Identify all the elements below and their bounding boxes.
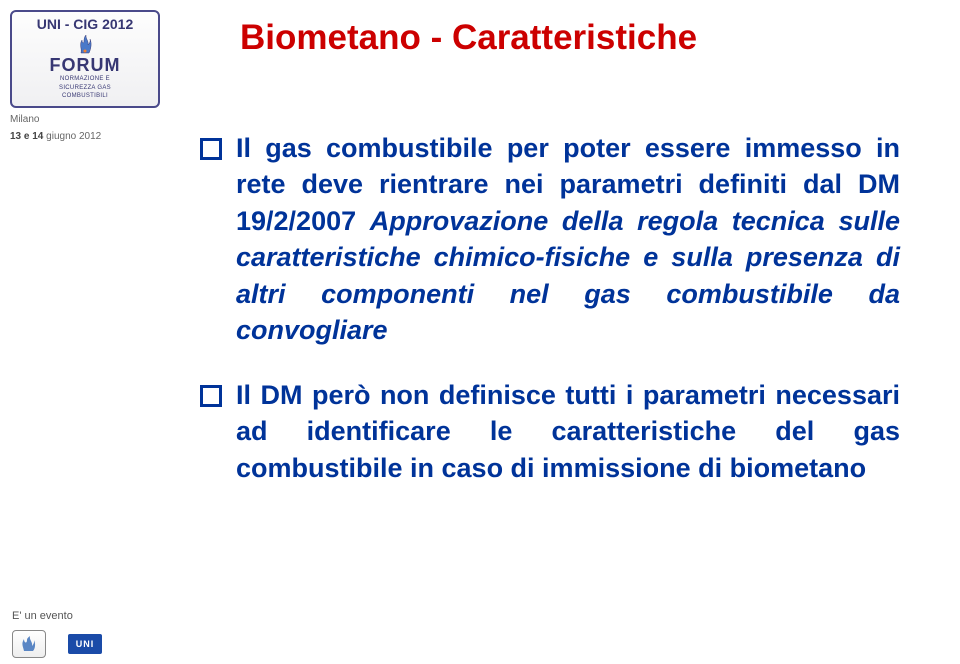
bullet-lead: Il DM però non definisce tutti i paramet…	[236, 380, 900, 483]
bullet-row: Il gas combustibile per poter essere imm…	[200, 130, 900, 349]
forum-logo-box: UNI - CIG 2012 FORUM NORMAZIONE E SICURE…	[10, 10, 160, 108]
bottom-logos: UNI	[12, 630, 102, 658]
sidebar: UNI - CIG 2012 FORUM NORMAZIONE E SICURE…	[10, 10, 160, 142]
event-date-month: giugno 2012	[46, 131, 101, 142]
mini-flame-icon	[20, 636, 38, 652]
logo-header-text: UNI - CIG 2012	[37, 16, 133, 32]
uni-badge: UNI	[68, 634, 102, 654]
content-area: Il gas combustibile per poter essere imm…	[200, 130, 900, 514]
forum-wordmark: FORUM	[50, 56, 121, 74]
bullet-checkbox-icon	[200, 138, 222, 160]
logo-header: UNI - CIG 2012	[37, 16, 133, 32]
bullet-text: Il DM però non definisce tutti i paramet…	[236, 377, 900, 486]
page-title: Biometano - Caratteristiche	[240, 18, 697, 58]
uni-badge-text: UNI	[76, 639, 95, 649]
forum-subtitle-1: NORMAZIONE E	[60, 76, 110, 83]
forum-subtitle-2: SICUREZZA GAS	[59, 85, 111, 92]
bullet-checkbox-icon	[200, 385, 222, 407]
forum-subtitle-3: COMBUSTIBILI	[62, 93, 108, 100]
bullet-text: Il gas combustibile per poter essere imm…	[236, 130, 900, 349]
event-date-days: 13 e 14	[10, 131, 43, 142]
flame-icon	[77, 34, 93, 54]
cig-badge-icon	[12, 630, 46, 658]
bullet-row: Il DM però non definisce tutti i paramet…	[200, 377, 900, 486]
evento-label: E' un evento	[12, 610, 73, 622]
slide-root: UNI - CIG 2012 FORUM NORMAZIONE E SICURE…	[0, 0, 960, 664]
event-location: Milano	[10, 114, 160, 125]
event-date: 13 e 14 giugno 2012	[10, 131, 160, 142]
